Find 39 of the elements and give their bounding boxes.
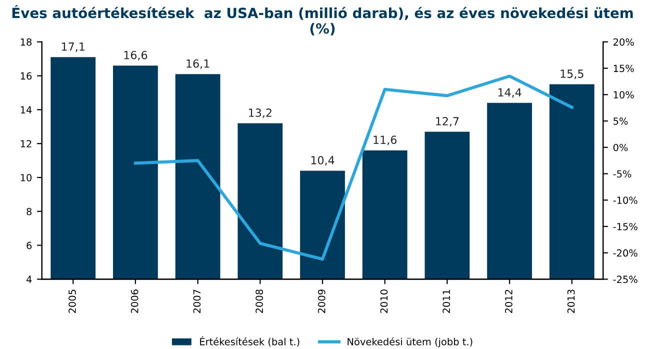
y2-tick-label: -25% bbox=[613, 276, 638, 284]
x-tick-label: 2006 bbox=[130, 290, 138, 313]
y-tick-label: 8 bbox=[26, 208, 32, 216]
y2-tick-label: -10% bbox=[613, 196, 638, 204]
x-tick-label: 2013 bbox=[567, 290, 575, 313]
y2-tick-label: -15% bbox=[613, 222, 638, 230]
x-tick-label: 2010 bbox=[380, 290, 388, 313]
x-tick-label: 2008 bbox=[256, 290, 263, 313]
data-label: 15,5 bbox=[560, 70, 584, 80]
data-label: 11,6 bbox=[374, 136, 397, 146]
legend-label: Értékesítések (bal t.) bbox=[200, 336, 300, 346]
y2-tick-label: 0% bbox=[613, 144, 628, 152]
legend-label: Növekedési ütem (jobb t.) bbox=[348, 337, 472, 348]
data-label: 16,1 bbox=[186, 59, 210, 69]
chart-title: Éves autóértékesítések az USA-ban (millió darab), és az éves növekedési ütem (%) bbox=[12, 5, 633, 36]
y-tick-label: 10 bbox=[20, 174, 32, 182]
y2-tick-label: 10% bbox=[614, 91, 634, 98]
x-tick-label: 2009 bbox=[318, 290, 326, 313]
x-tick-label: 2007 bbox=[193, 290, 201, 313]
y2-tick-label: 20% bbox=[614, 38, 634, 46]
y2-tick-label: -5% bbox=[613, 170, 632, 178]
x-tick-label: 2012 bbox=[505, 290, 512, 313]
y-tick-label: 6 bbox=[26, 242, 32, 250]
y-tick-label: 18 bbox=[20, 38, 32, 46]
y-tick-label: 12 bbox=[20, 140, 32, 148]
y2-tick-label: 15% bbox=[614, 64, 634, 72]
data-label: 12,7 bbox=[436, 117, 459, 127]
data-label: 10,4 bbox=[311, 156, 334, 166]
data-label: 13,2 bbox=[249, 108, 272, 118]
y-tick-label: 16 bbox=[20, 72, 32, 80]
data-label: 16,6 bbox=[124, 50, 148, 60]
x-tick-label: 2005 bbox=[68, 290, 76, 313]
y-tick-label: 14 bbox=[20, 106, 32, 114]
data-label: 17,1 bbox=[62, 42, 84, 52]
data-label: 14,4 bbox=[498, 88, 522, 98]
y-tick-label: 4 bbox=[26, 276, 32, 283]
y2-tick-label: 5% bbox=[614, 117, 628, 125]
y2-tick-label: -20% bbox=[613, 249, 638, 257]
x-tick-label: 2011 bbox=[442, 290, 450, 313]
